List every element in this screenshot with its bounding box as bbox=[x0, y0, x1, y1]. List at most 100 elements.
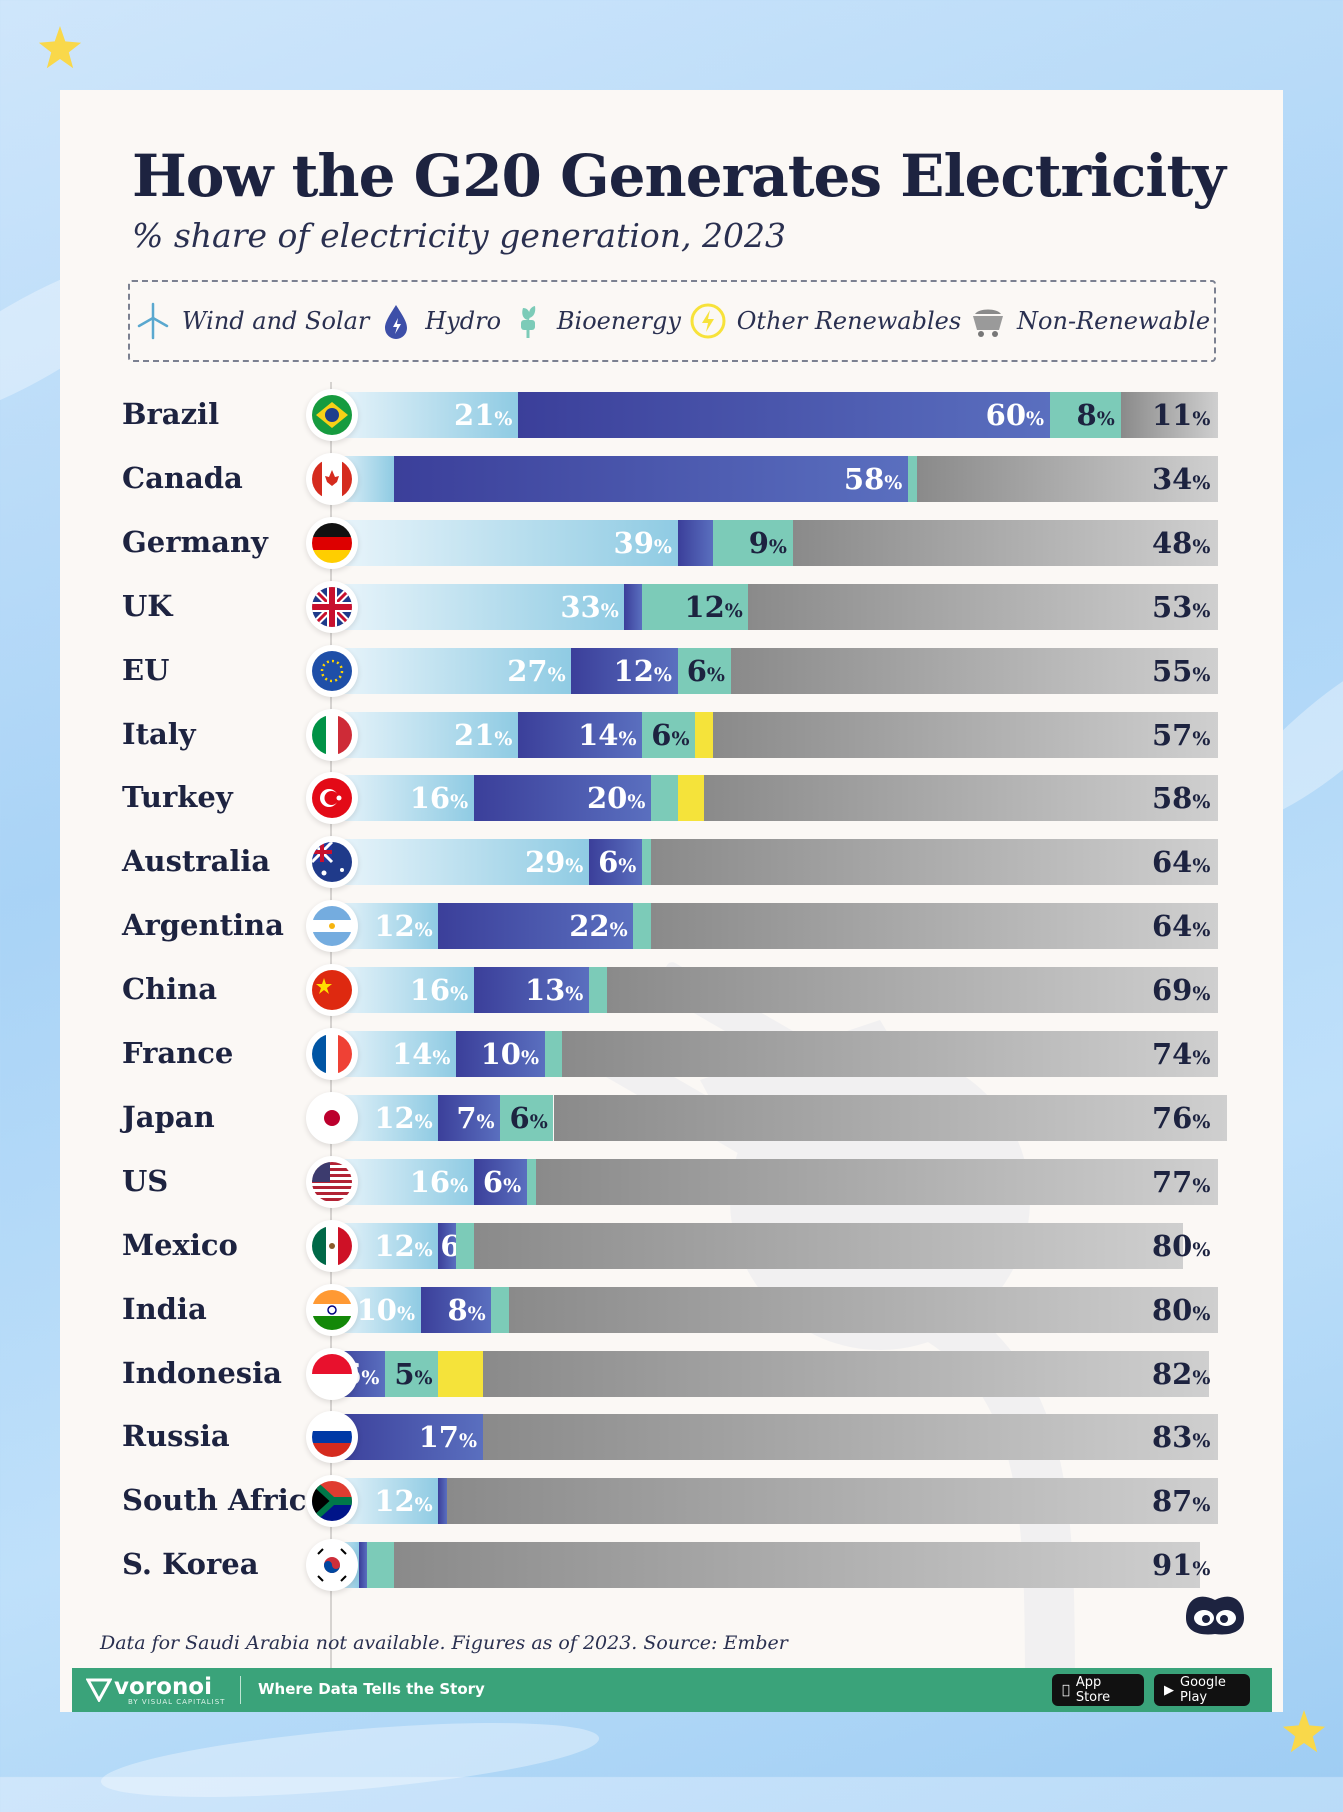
legend-item-other-renewables: Other Renewables bbox=[689, 302, 961, 340]
legend-label: Non-Renewable bbox=[1017, 307, 1211, 335]
data-label: 60% bbox=[985, 398, 1045, 432]
bar-segment bbox=[482, 1350, 1210, 1397]
bar-segment bbox=[332, 711, 519, 758]
country-label: US bbox=[122, 1163, 169, 1198]
legend-item-non-renewable: Non-Renewable bbox=[969, 302, 1210, 340]
bar-segment bbox=[704, 775, 1218, 822]
country-label: Italy bbox=[122, 716, 196, 751]
country-label: Mexico bbox=[122, 1227, 238, 1262]
data-label: 9% bbox=[748, 525, 787, 560]
data-label: 33% bbox=[560, 589, 619, 624]
bar-segment bbox=[624, 583, 643, 630]
app-store-label: App Store bbox=[1068, 1675, 1132, 1705]
country-label: Australia bbox=[122, 844, 271, 879]
country-label: France bbox=[122, 1036, 234, 1070]
bar-segment bbox=[518, 392, 1050, 438]
country-label: Japan bbox=[122, 1099, 215, 1134]
data-label: 12% bbox=[374, 1228, 433, 1263]
legend-item-wind-solar: Wind and Solar bbox=[134, 302, 369, 340]
bar-segment bbox=[650, 903, 1218, 950]
wind-turbine-icon bbox=[134, 302, 172, 340]
chart-subtitle: % share of electricity generation, 2023 bbox=[132, 216, 786, 255]
bar-segment bbox=[1120, 392, 1218, 438]
data-label: 74% bbox=[1152, 1037, 1211, 1071]
data-label: 21% bbox=[454, 398, 513, 432]
legend-label: Wind and Solar bbox=[181, 307, 370, 335]
star-icon bbox=[1282, 1710, 1326, 1753]
data-label: 6% bbox=[651, 717, 690, 752]
bar-segment bbox=[553, 1094, 1227, 1141]
infographic-card: How the G20 Generates Electricity % shar… bbox=[60, 90, 1283, 1712]
data-label: 6% bbox=[509, 1100, 548, 1135]
background-swirl bbox=[98, 1708, 602, 1812]
legend-item-bioenergy: Bioenergy bbox=[509, 302, 681, 340]
play-icon: ▶ bbox=[1164, 1682, 1174, 1698]
legend-item-hydro: Hydro bbox=[377, 302, 501, 340]
bar-segment bbox=[526, 1158, 536, 1205]
bar-segment bbox=[332, 583, 625, 630]
bar-segment bbox=[394, 1542, 1201, 1589]
data-label: 48% bbox=[1152, 525, 1211, 560]
data-label: 27% bbox=[507, 653, 566, 688]
flag-indonesia-icon bbox=[312, 1353, 352, 1394]
data-label: 20% bbox=[586, 781, 646, 816]
legend: Wind and Solar Hydro Bioenergy Other Ren… bbox=[128, 280, 1216, 362]
data-label: 80% bbox=[1152, 1292, 1211, 1327]
data-label: 53% bbox=[1152, 589, 1211, 624]
bar-segment bbox=[332, 775, 474, 822]
bar-segment bbox=[907, 455, 917, 502]
bar-segment bbox=[473, 1158, 527, 1205]
data-label: 16% bbox=[409, 1164, 469, 1199]
data-label: 83% bbox=[1152, 1420, 1211, 1455]
bar-segment bbox=[473, 967, 589, 1014]
bar-segment bbox=[438, 1478, 448, 1525]
flag-south-korea-icon bbox=[312, 1545, 352, 1586]
google-play-button[interactable]: ▶ Google Play bbox=[1154, 1674, 1250, 1706]
bar-segment bbox=[712, 711, 1218, 758]
data-label: 5% bbox=[394, 1356, 433, 1391]
bar-segment bbox=[332, 839, 589, 886]
bar-segment bbox=[571, 647, 678, 694]
source-note: Data for Saudi Arabia not available. Fig… bbox=[100, 1632, 788, 1654]
bar-segment bbox=[748, 583, 1218, 630]
chart-title: How the G20 Generates Electricity bbox=[132, 142, 1226, 210]
bar-segment bbox=[456, 1222, 474, 1269]
bar-segment bbox=[633, 903, 651, 950]
data-label: 34% bbox=[1152, 461, 1211, 496]
footer-divider bbox=[240, 1676, 241, 1704]
flag-south-africa-icon bbox=[312, 1481, 352, 1522]
bar-segment bbox=[677, 519, 713, 566]
country-label: China bbox=[122, 972, 218, 1007]
flag-italy-icon bbox=[312, 714, 352, 755]
country-label: India bbox=[122, 1291, 207, 1326]
tagline: Where Data Tells the Story bbox=[258, 1680, 485, 1698]
apple-icon:  bbox=[1062, 1683, 1070, 1698]
stacked-bar-chart: Brazil 21% 60% 8% 11% Canada 58% 34% Germany 39% 9… bbox=[60, 90, 1283, 1712]
water-drop-icon bbox=[377, 302, 415, 340]
brand-name: voronoi bbox=[114, 1674, 212, 1700]
flag-russia-icon bbox=[312, 1417, 352, 1458]
bar-segment bbox=[695, 711, 713, 758]
data-label: 8% bbox=[1076, 398, 1115, 432]
bar-segment bbox=[712, 519, 793, 566]
bar-segment bbox=[562, 1031, 1218, 1077]
country-label: EU bbox=[122, 652, 170, 687]
app-store-button[interactable]:  App Store bbox=[1052, 1674, 1144, 1706]
bar-segment bbox=[606, 967, 1218, 1014]
bar-segment bbox=[332, 392, 519, 438]
bar-segment bbox=[1049, 392, 1121, 438]
bar-segment bbox=[544, 1031, 563, 1077]
bar-segment bbox=[642, 839, 651, 886]
flag-eu-icon bbox=[312, 650, 352, 691]
data-label: 58% bbox=[1152, 781, 1211, 816]
data-label: 69% bbox=[1152, 973, 1211, 1008]
plant-plug-icon bbox=[509, 302, 547, 340]
data-label: 87% bbox=[1152, 1484, 1211, 1519]
bar-segment bbox=[642, 583, 749, 630]
bar-segment bbox=[518, 711, 643, 758]
data-label: 57% bbox=[1152, 717, 1211, 752]
data-label: 12% bbox=[374, 1100, 433, 1135]
flag-argentina-icon bbox=[312, 906, 352, 947]
bar-segment bbox=[730, 647, 1218, 694]
country-label: Turkey bbox=[122, 780, 233, 815]
